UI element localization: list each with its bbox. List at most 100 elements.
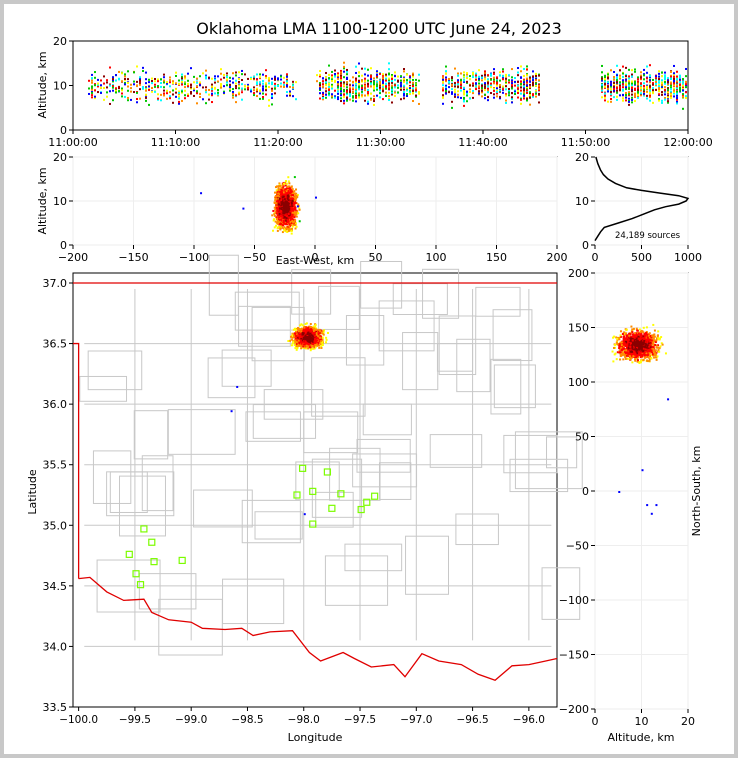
time-altitude-source	[493, 78, 495, 81]
time-altitude-source	[511, 92, 513, 95]
time-altitude-source	[658, 79, 660, 82]
time-altitude-source	[667, 88, 669, 91]
time-altitude-source	[643, 82, 645, 85]
ew-altitude-source	[279, 215, 282, 218]
time-altitude-source	[523, 85, 525, 88]
state-border-south	[78, 576, 558, 682]
ew-altitude-source	[273, 191, 276, 194]
time-altitude-source	[166, 81, 168, 84]
time-altitude-source	[235, 94, 237, 97]
time-altitude-source	[610, 93, 612, 96]
ew-altitude-source	[286, 230, 289, 233]
time-altitude-source	[535, 74, 537, 77]
time-altitude-source	[628, 79, 630, 82]
time-altitude-source	[238, 87, 240, 90]
ew-altitude-source	[275, 212, 278, 215]
time-altitude-source	[190, 87, 192, 90]
time-altitude-source	[289, 94, 291, 97]
time-altitude-source	[499, 97, 501, 100]
time-altitude-source	[340, 94, 342, 97]
time-altitude-source	[343, 93, 345, 96]
ew-altitude-source	[283, 212, 286, 215]
time-altitude-source	[388, 98, 390, 101]
ew-altitude-source	[289, 213, 292, 216]
ew-altitude-source	[292, 208, 295, 211]
ew-altitude-source	[288, 182, 291, 185]
time-altitude-source	[610, 85, 612, 88]
ew-altitude-source	[288, 194, 291, 197]
time-altitude-source	[682, 82, 684, 85]
ew-altitude-source	[277, 217, 280, 220]
time-altitude-source	[130, 87, 132, 90]
time-altitude-source	[196, 90, 198, 93]
time-altitude-source	[187, 85, 189, 88]
time-altitude-source	[388, 72, 390, 75]
time-altitude-source	[529, 91, 531, 94]
ew-altitude-source	[283, 226, 286, 229]
time-altitude-source	[91, 73, 93, 76]
ew-altitude-source	[281, 196, 284, 199]
time-altitude-source	[451, 88, 453, 91]
time-altitude-source	[631, 75, 633, 78]
time-altitude-source	[376, 83, 378, 86]
plan-view-source	[322, 333, 325, 336]
ew-altitude-source	[280, 188, 283, 191]
time-altitude-source	[610, 90, 612, 93]
ew-altitude-source	[276, 227, 279, 230]
time-altitude-source	[673, 83, 675, 86]
ew-altitude-source	[293, 210, 296, 213]
time-altitude-source	[625, 91, 627, 94]
ew-altitude-xtick-label: 200	[547, 251, 568, 264]
ew-altitude-source	[288, 223, 291, 226]
time-altitude-source	[94, 71, 96, 74]
time-altitude-source	[376, 75, 378, 78]
county-line	[402, 332, 439, 391]
time-altitude-source	[670, 94, 672, 97]
time-altitude-source	[616, 77, 618, 80]
time-altitude-source	[505, 73, 507, 76]
time-altitude-source	[103, 82, 105, 85]
time-altitude-source	[163, 86, 165, 89]
time-altitude-source	[160, 85, 162, 88]
time-altitude-source	[670, 86, 672, 89]
ew-altitude-source	[285, 222, 288, 225]
ew-altitude-source	[273, 201, 276, 204]
time-altitude-source	[280, 75, 282, 78]
time-altitude-source	[667, 79, 669, 82]
time-altitude-source	[136, 85, 138, 88]
ew-altitude-source	[276, 200, 279, 203]
time-altitude-source	[409, 91, 411, 94]
time-altitude-source	[517, 87, 519, 90]
time-altitude-source	[463, 89, 465, 92]
time-altitude-source	[391, 85, 393, 88]
plan-view-source	[316, 332, 319, 335]
time-altitude-source	[610, 100, 612, 103]
time-altitude-source	[109, 84, 111, 87]
time-altitude-source	[511, 82, 513, 85]
plan-view-source	[294, 347, 297, 350]
ew-altitude-source	[283, 196, 286, 199]
time-altitude-source	[334, 69, 336, 72]
time-altitude-source	[106, 86, 108, 89]
ew-altitude-source	[284, 180, 287, 183]
time-altitude-source	[664, 96, 666, 99]
time-altitude-source	[631, 69, 633, 72]
time-altitude-source	[517, 71, 519, 74]
time-altitude-source	[139, 79, 141, 82]
time-altitude-source	[613, 76, 615, 79]
ew-altitude-source	[291, 220, 294, 223]
time-altitude-source	[514, 77, 516, 80]
time-altitude-source	[511, 81, 513, 84]
time-altitude-source	[466, 73, 468, 76]
ew-altitude-source	[296, 210, 299, 213]
plan-view-source	[312, 328, 315, 331]
time-altitude-source	[178, 95, 180, 98]
time-altitude-source	[226, 75, 228, 78]
plan-view-source	[295, 348, 298, 351]
time-altitude-source	[487, 89, 489, 92]
ew-altitude-source	[277, 222, 280, 225]
time-altitude-source	[214, 87, 216, 90]
time-altitude-source	[358, 88, 360, 91]
time-altitude-source	[394, 94, 396, 97]
time-altitude-source	[256, 83, 258, 86]
